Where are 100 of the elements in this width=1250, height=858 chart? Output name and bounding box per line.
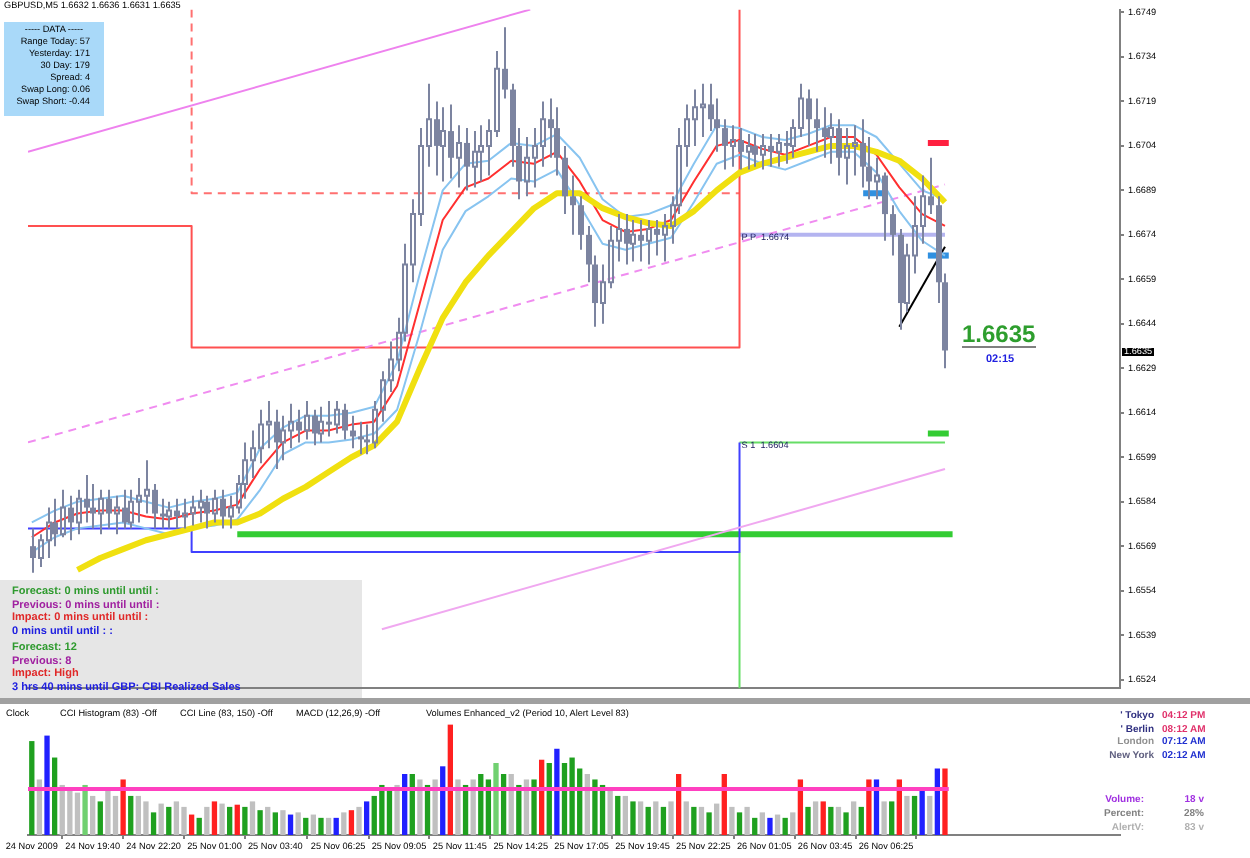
bar	[287, 814, 294, 835]
candlestick	[554, 106, 560, 177]
bar	[881, 801, 887, 835]
bar	[622, 795, 629, 835]
bar	[714, 803, 720, 835]
bar	[668, 801, 674, 835]
bar	[417, 779, 423, 835]
bar	[615, 795, 621, 835]
bar	[698, 806, 705, 835]
candlestick	[746, 133, 752, 171]
bar	[889, 801, 895, 835]
bar	[135, 795, 141, 835]
candlestick	[60, 488, 66, 539]
candlestick	[342, 402, 348, 441]
bar	[196, 817, 202, 835]
candlestick	[760, 133, 766, 171]
bar	[105, 790, 111, 835]
bar	[843, 812, 849, 835]
candlestick	[624, 213, 630, 266]
bar	[927, 795, 933, 835]
bar	[90, 795, 96, 835]
bar	[554, 748, 560, 835]
candlestick	[562, 144, 568, 216]
bar	[858, 806, 864, 835]
candlestick	[174, 497, 180, 530]
candlestick	[160, 497, 166, 530]
candlestick	[136, 476, 142, 524]
candlestick	[464, 127, 470, 192]
candlestick	[318, 405, 324, 444]
candlestick	[68, 494, 74, 542]
candlestick	[122, 488, 128, 530]
bar	[645, 806, 651, 835]
bar	[379, 784, 385, 835]
bar	[919, 790, 925, 835]
candlestick	[882, 171, 888, 242]
candlestick	[30, 527, 36, 574]
candlestick	[822, 106, 828, 159]
bar	[310, 814, 317, 835]
bar	[150, 812, 157, 835]
bar	[204, 806, 210, 835]
candlestick	[280, 414, 286, 462]
bar	[820, 801, 826, 835]
bar	[82, 784, 88, 835]
bar	[272, 812, 278, 835]
bar	[97, 801, 103, 835]
bar	[683, 801, 689, 835]
candlestick	[52, 497, 58, 548]
bar	[607, 790, 613, 835]
bar	[744, 806, 750, 835]
bar	[767, 817, 773, 835]
bar	[333, 817, 339, 835]
bar	[774, 814, 781, 835]
candlestick	[494, 50, 500, 139]
candlestick	[358, 420, 364, 456]
candlestick	[844, 127, 850, 186]
candlestick	[570, 174, 576, 236]
bar	[181, 806, 187, 835]
candlestick	[784, 130, 790, 165]
candlestick	[456, 124, 462, 189]
candlestick	[478, 124, 484, 183]
candlestick	[738, 127, 744, 171]
bar	[303, 817, 309, 835]
candlestick	[806, 88, 812, 147]
bar	[630, 801, 636, 835]
candlestick	[578, 195, 584, 251]
bar	[805, 806, 811, 835]
bar	[394, 784, 400, 835]
candlestick	[768, 133, 774, 168]
bar	[866, 779, 872, 835]
bar	[257, 810, 263, 835]
bar	[120, 779, 126, 835]
bar	[112, 795, 119, 835]
bar	[447, 724, 453, 835]
candlestick	[304, 399, 310, 441]
candlestick	[752, 133, 758, 168]
candlestick	[152, 482, 158, 530]
candlestick	[90, 482, 96, 530]
candlestick	[836, 118, 842, 177]
candlestick	[326, 399, 332, 438]
bar	[227, 806, 233, 835]
candlestick	[730, 124, 736, 168]
bar	[363, 801, 370, 835]
bar	[325, 817, 332, 835]
candlestick	[540, 100, 546, 168]
candlestick	[204, 494, 210, 530]
bar	[211, 801, 218, 835]
candlestick	[654, 219, 660, 257]
bar	[44, 735, 50, 835]
candlestick	[296, 408, 302, 444]
bar	[592, 779, 598, 835]
bar	[356, 806, 362, 835]
candlestick	[630, 219, 636, 263]
candlestick	[114, 494, 120, 536]
candlestick	[250, 429, 256, 479]
candlestick	[46, 506, 52, 560]
bar	[295, 812, 301, 835]
candlestick	[258, 408, 264, 465]
candlestick	[814, 97, 820, 153]
candlestick	[312, 408, 318, 447]
candlestick	[144, 459, 150, 515]
